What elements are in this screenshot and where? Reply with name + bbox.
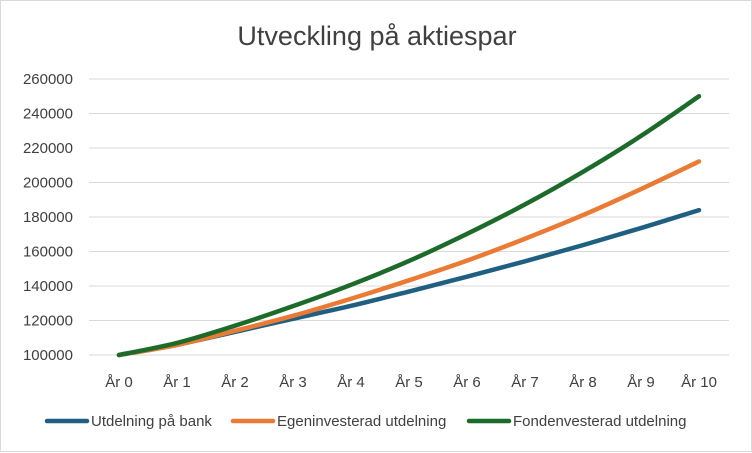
y-tick-label: 180000 — [23, 209, 73, 226]
x-tick-label: År 4 — [337, 374, 365, 391]
y-tick-label: 240000 — [23, 106, 73, 123]
y-tick-label: 200000 — [23, 175, 73, 192]
chart-title: Utveckling på aktiespar — [237, 21, 516, 51]
x-tick-label: År 5 — [395, 374, 423, 391]
x-tick-label: År 8 — [569, 374, 597, 391]
y-axis-tick-labels: 100000 120000 140000 160000 180000 200000 2200… — [23, 71, 73, 364]
x-tick-label: År 6 — [453, 374, 481, 391]
y-tick-label: 260000 — [23, 71, 73, 88]
y-tick-label: 120000 — [23, 313, 73, 330]
x-tick-label: År 0 — [105, 374, 133, 391]
y-tick-label: 140000 — [23, 278, 73, 295]
legend: Utdelning på bank Egeninvesterad utdelnin… — [44, 413, 686, 430]
legend-label: Utdelning på bank — [91, 413, 212, 430]
x-axis-tick-labels: År 0 År 1 År 2 År 3 År 4 År 5 År 6 År 7 År 8 År 9… — [105, 374, 717, 391]
y-tick-label: 100000 — [23, 347, 73, 364]
x-tick-label: År 10 — [681, 374, 717, 391]
legend-label: Egeninvesterad utdelning — [277, 413, 446, 430]
series-line-2 — [116, 159, 702, 358]
x-tick-label: År 9 — [627, 374, 655, 391]
y-tick-label: 220000 — [23, 140, 73, 157]
x-tick-label: År 2 — [221, 374, 249, 391]
y-tick-label: 160000 — [23, 244, 73, 261]
gridlines — [89, 78, 729, 356]
x-tick-label: År 1 — [163, 374, 191, 391]
x-tick-label: År 3 — [279, 374, 307, 391]
legend-label: Fondenvesterad utdelning — [513, 413, 686, 430]
series-line-3 — [116, 94, 702, 358]
x-tick-label: År 7 — [511, 374, 539, 391]
series-lines — [116, 94, 702, 358]
